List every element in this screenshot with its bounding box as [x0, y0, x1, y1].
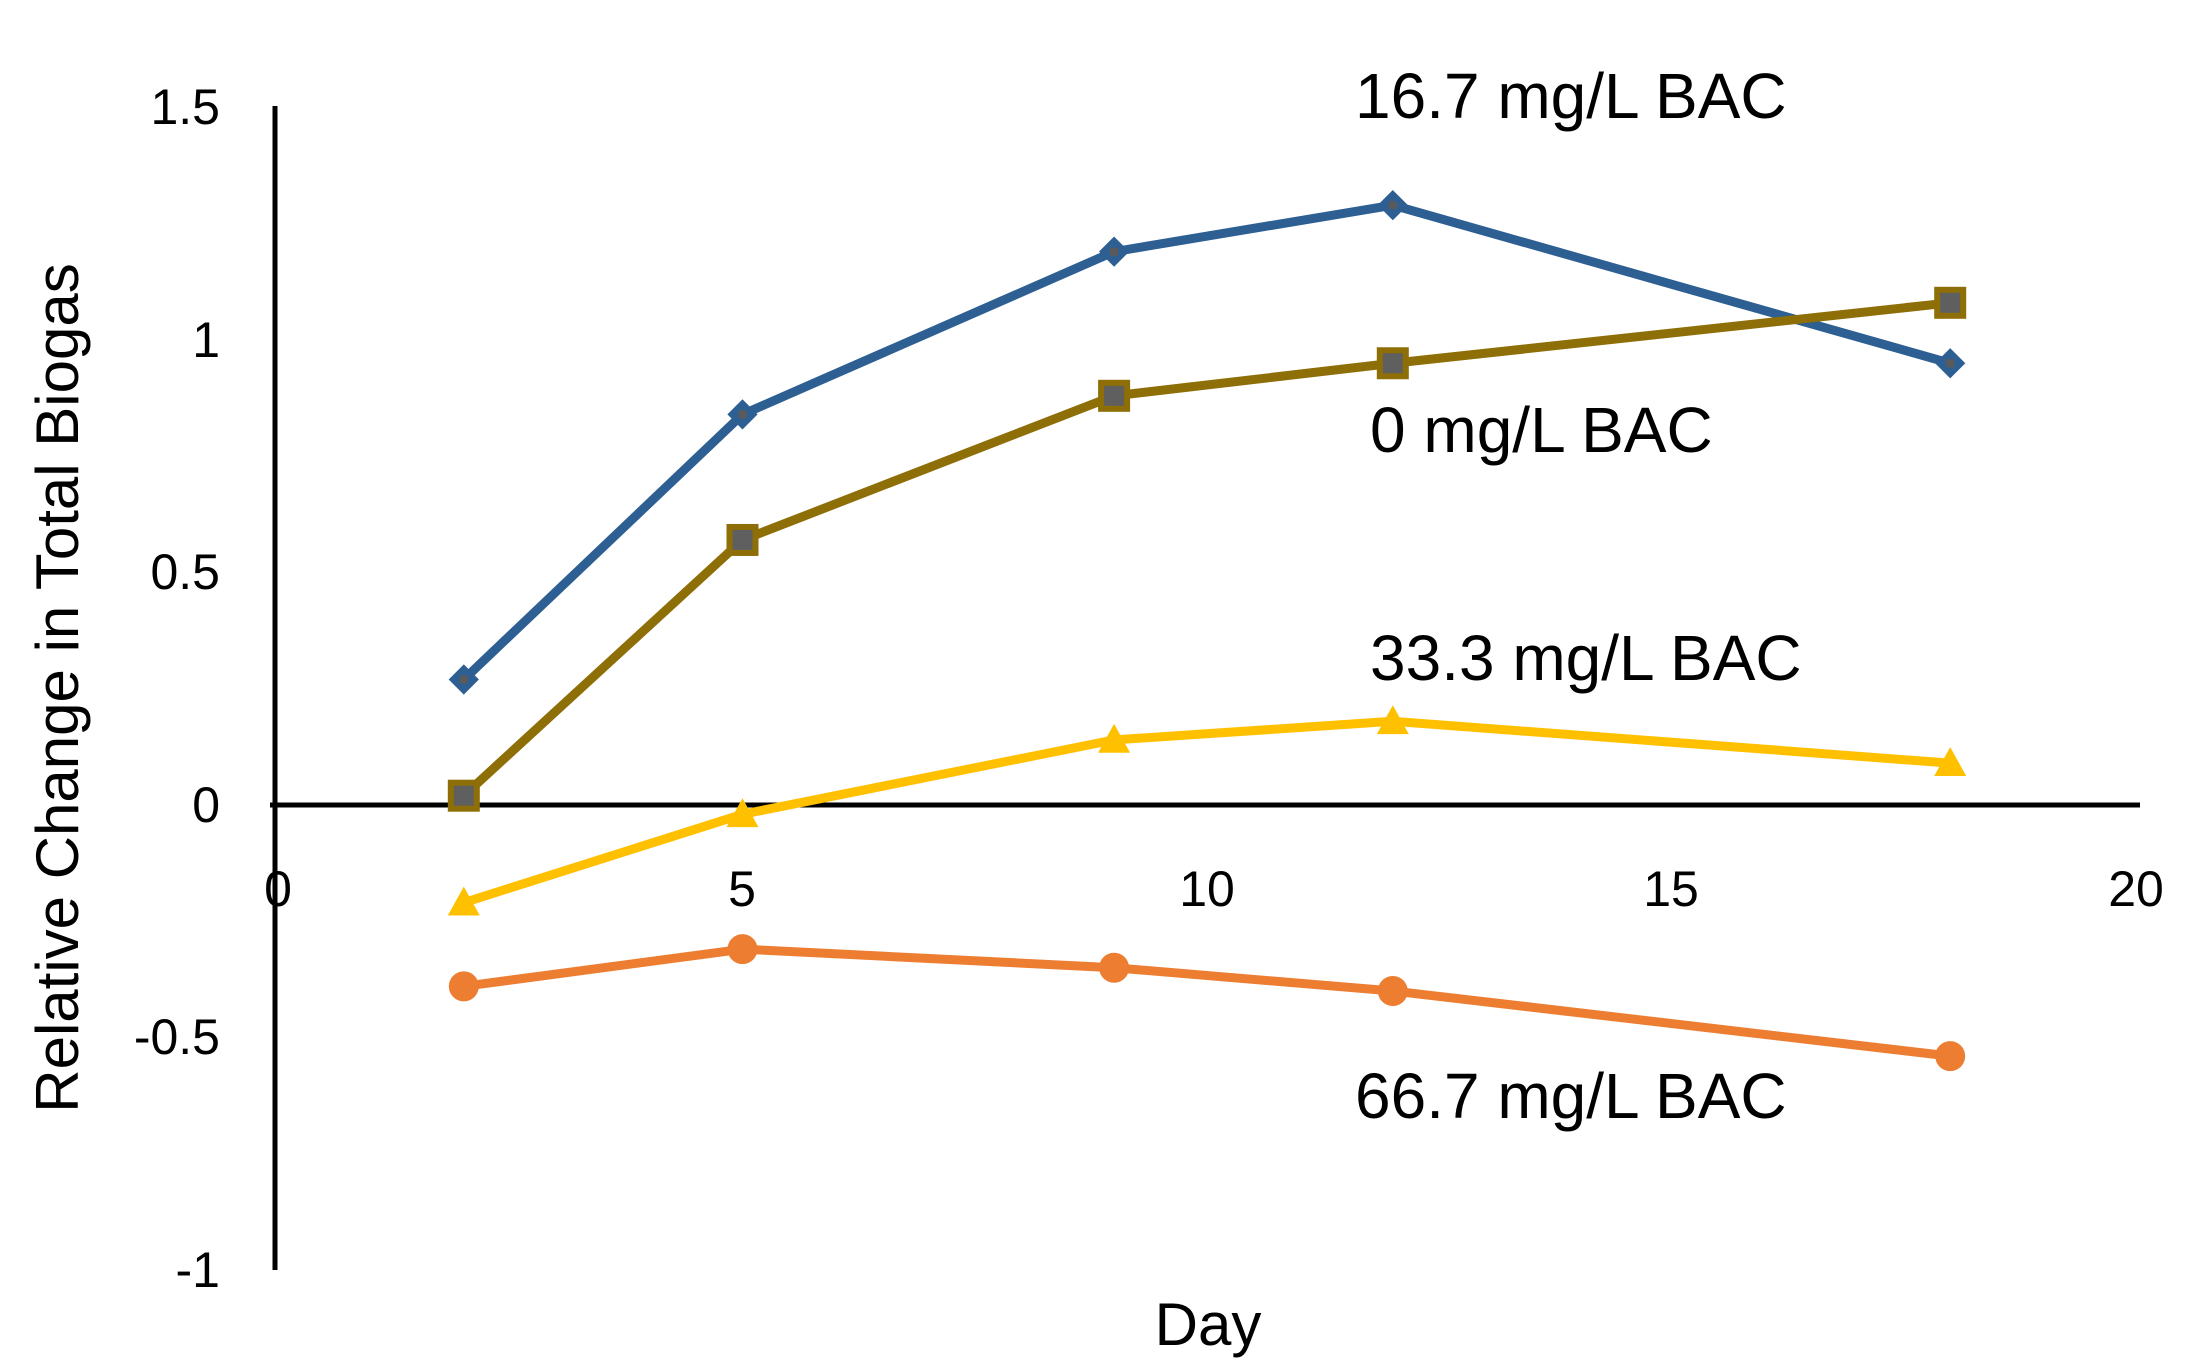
series-line: [459, 200, 1955, 684]
series-label-33-3-mg-l-bac: 33.3 mg/L BAC: [1370, 622, 1802, 694]
x-tick-label: 10: [1179, 861, 1235, 917]
data-point-marker: [727, 934, 758, 965]
series-33-3-mg-l-bac: [447, 705, 1967, 916]
data-point-marker: [1377, 976, 1408, 1006]
series-label-16-7-mg-l-bac: 16.7 mg/L BAC: [1355, 60, 1787, 132]
data-point-marker-center: [1388, 201, 1397, 210]
series-label-66-7-mg-l-bac: 66.7 mg/L BAC: [1355, 1060, 1787, 1132]
data-point-marker: [1376, 347, 1409, 380]
data-point-marker: [1098, 379, 1131, 412]
series-label-0-mg-l-bac: 0 mg/L BAC: [1370, 394, 1713, 466]
x-tick-label: 20: [2108, 861, 2164, 917]
x-tick-label: 15: [1643, 861, 1699, 917]
data-point-marker: [1099, 952, 1130, 983]
data-point-marker: [1934, 286, 1967, 319]
data-point-marker: [447, 779, 480, 812]
y-tick-label: 1: [192, 312, 220, 368]
y-tick-label: 1.5: [150, 79, 220, 135]
data-point-marker: [1098, 723, 1131, 753]
y-tick-label: -0.5: [134, 1009, 220, 1065]
data-point-marker-center: [1110, 247, 1119, 256]
series-0-mg-l-bac: [447, 286, 1967, 812]
data-point-marker: [447, 886, 480, 916]
data-point-marker: [1376, 705, 1409, 735]
x-tick-label: 0: [264, 861, 292, 917]
y-tick-label: -1: [176, 1242, 220, 1298]
series-line: [459, 944, 1955, 1061]
series-16-7-mg-l-bac: [448, 190, 1966, 695]
data-point-marker-center: [738, 410, 747, 419]
x-axis-title: Day: [1155, 1291, 1262, 1358]
y-axis-title: Relative Change in Total Biogas: [24, 263, 91, 1112]
data-point-marker-center: [1946, 359, 1955, 368]
data-point-marker: [726, 523, 759, 556]
data-point-marker: [726, 798, 759, 828]
y-tick-label: 0.5: [150, 544, 220, 600]
series-66-7-mg-l-bac: [448, 934, 1966, 1072]
series-line: [459, 298, 1955, 801]
data-point-marker: [1935, 1041, 1966, 1072]
y-tick-label: 0: [192, 777, 220, 833]
x-tick-label: 5: [728, 861, 756, 917]
data-point-marker: [448, 971, 479, 1002]
data-point-marker: [1934, 747, 1967, 776]
data-point-marker-center: [459, 675, 468, 684]
